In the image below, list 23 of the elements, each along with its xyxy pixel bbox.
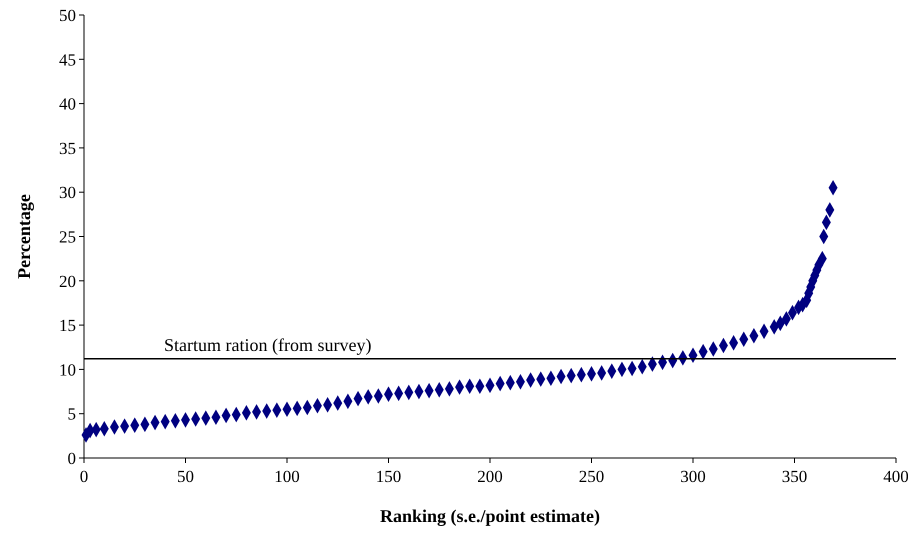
y-tick-label: 15 (59, 316, 76, 336)
y-tick-label: 0 (68, 448, 76, 468)
x-tick-label: 200 (477, 467, 503, 486)
y-tick-label: 5 (68, 404, 76, 424)
y-tick-label: 20 (59, 272, 76, 291)
y-axis-title: Percentage (14, 194, 34, 279)
y-tick-label: 50 (59, 6, 76, 25)
x-tick-label: 0 (80, 467, 88, 486)
x-tick-label: 50 (177, 467, 194, 486)
y-tick-label: 45 (59, 50, 76, 70)
x-tick-label: 100 (274, 467, 300, 486)
x-axis-title: Ranking (s.e./point estimate) (380, 506, 600, 526)
x-tick-label: 400 (883, 467, 908, 486)
ref-line-label: Startum ration (from survey) (164, 334, 372, 355)
x-tick-label: 150 (376, 467, 402, 486)
x-tick-label: 350 (782, 467, 808, 486)
y-tick-label: 35 (59, 138, 76, 158)
y-tick-label: 25 (59, 227, 76, 246)
x-tick-label: 300 (680, 467, 706, 486)
y-tick-label: 30 (59, 183, 76, 202)
y-tick-label: 10 (59, 360, 76, 380)
y-tick-label: 40 (59, 94, 76, 114)
x-tick-label: 250 (578, 467, 604, 486)
